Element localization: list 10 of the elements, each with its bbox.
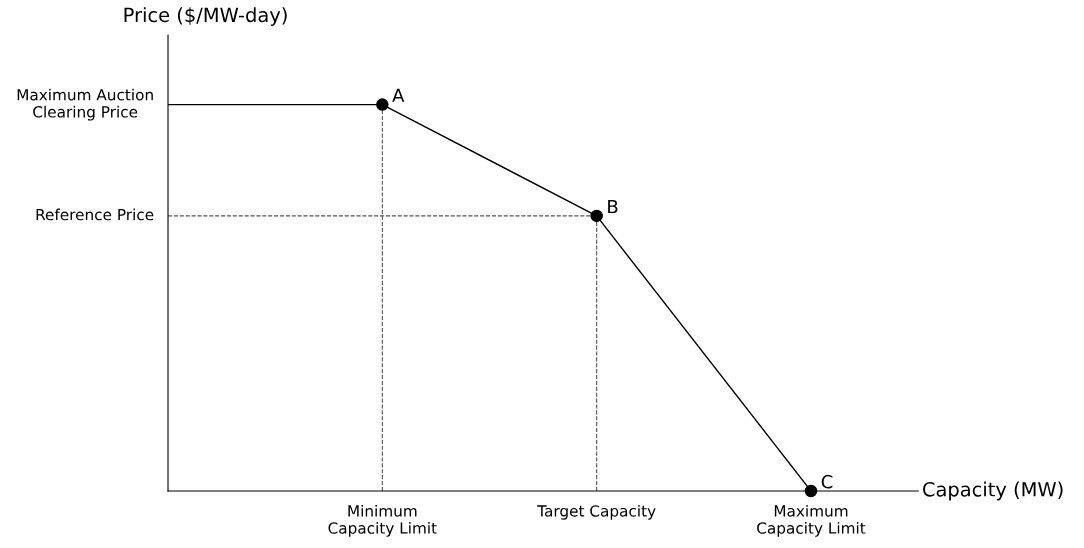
annotation: B (608, 199, 618, 214)
x-tick-label: Maximum Capacity Limit (757, 504, 866, 537)
x-tick-label: Minimum Capacity Limit (328, 504, 437, 537)
ref-line-label: Reference Price (36, 208, 154, 221)
annotation: A (392, 88, 405, 102)
annotation: C (821, 474, 833, 489)
text: Maximum Auction Clearing Price (17, 88, 153, 121)
x-axis-title: Capacity (MW) (922, 481, 1063, 501)
y-axis-title: Price ($/MW-day) (124, 7, 287, 26)
x-tick-label: Target Capacity (537, 504, 656, 520)
